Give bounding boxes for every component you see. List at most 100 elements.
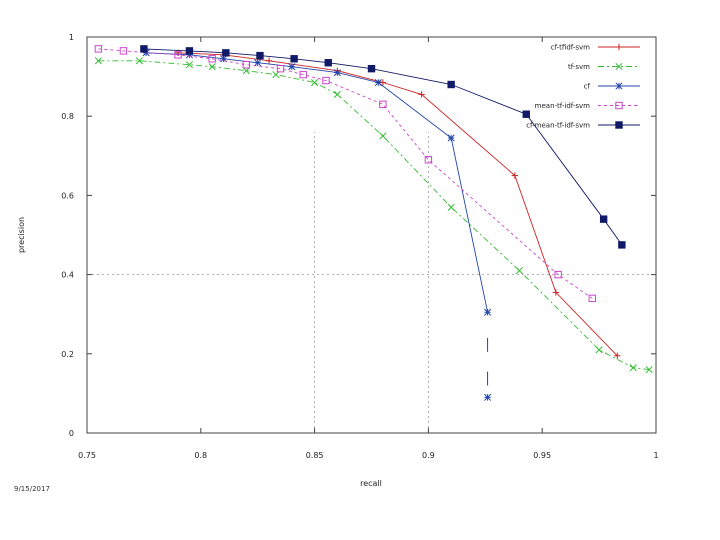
x-tick-label: 0.75 <box>78 451 96 460</box>
data-point <box>222 49 230 57</box>
data-point <box>424 156 433 164</box>
legend-entry: cf <box>584 82 640 91</box>
legend-label: cf-tfidf-svm <box>551 44 590 52</box>
series-cf-mean-tf-idf-svm <box>140 45 626 249</box>
data-point <box>379 100 387 109</box>
series-line <box>98 48 593 299</box>
y-tick-label: 0.4 <box>61 271 74 280</box>
marker-square-filled <box>615 121 623 129</box>
data-point <box>135 57 143 65</box>
data-point <box>174 51 182 59</box>
data-point <box>484 393 492 401</box>
data-point <box>242 67 250 75</box>
data-point <box>615 82 623 90</box>
data-point <box>615 62 623 71</box>
y-axis-label: precision <box>17 217 26 253</box>
marker-cross-b <box>208 63 216 71</box>
legend-entry: cf-tfidf-svm <box>551 44 640 52</box>
marker-square-open <box>242 61 251 69</box>
marker-square-open <box>379 100 387 109</box>
marker-square-open <box>299 70 307 79</box>
marker-cross-b <box>333 90 341 98</box>
marker-square-open <box>119 47 128 55</box>
marker-star-b <box>142 49 150 57</box>
data-point <box>256 51 264 60</box>
data-point <box>94 45 103 53</box>
marker-square-open <box>424 156 433 164</box>
legend-label: tf-svm <box>568 63 590 71</box>
data-point <box>629 364 637 372</box>
marker-cross-b <box>595 346 603 354</box>
marker-star-b <box>333 69 341 77</box>
marker-square-open <box>94 45 103 53</box>
data-point <box>374 78 382 87</box>
marker-cross-b <box>135 57 143 65</box>
data-point <box>272 71 280 79</box>
marker-star-b <box>615 82 623 90</box>
footer-date: 9/15/2017 <box>14 485 50 493</box>
data-point <box>254 59 262 67</box>
marker-square-open <box>322 76 330 85</box>
series-cf <box>142 49 492 316</box>
data-point <box>333 69 341 77</box>
data-point <box>599 215 608 223</box>
legend-label: cf <box>584 83 591 91</box>
marker-cross-b <box>645 366 653 374</box>
marker-square-filled <box>599 215 608 223</box>
marker-star-b <box>220 55 228 63</box>
y-tick-label: 0.8 <box>61 112 74 121</box>
data-point <box>618 241 626 249</box>
extra-points <box>484 337 492 401</box>
marker-cross-b <box>515 267 523 275</box>
marker-square-open <box>208 55 216 63</box>
marker-cross-b <box>615 62 623 71</box>
marker-square-filled <box>256 51 264 60</box>
marker-square-filled <box>367 64 376 73</box>
marker-square-filled <box>222 49 230 57</box>
marker-square-open <box>276 64 285 73</box>
data-point <box>185 47 194 55</box>
plot-area <box>86 36 657 434</box>
series-layer <box>94 45 653 374</box>
data-point <box>645 366 653 374</box>
x-tick-label: 0.9 <box>422 451 435 460</box>
marker-cross-b <box>311 78 319 87</box>
marker-square-filled <box>290 55 298 63</box>
marker-cross-b <box>272 71 280 79</box>
data-point <box>208 63 216 71</box>
marker-square-filled <box>185 47 194 55</box>
data-point <box>367 64 376 73</box>
marker-square-open <box>174 51 182 59</box>
marker-cross-b <box>379 132 387 140</box>
data-point <box>208 55 216 63</box>
data-point <box>322 76 330 85</box>
marker-cross-b <box>447 203 455 211</box>
legend-entry: tf-svm <box>568 62 640 71</box>
x-axis: 0.75 0.8 0.85 0.9 0.95 1 <box>78 37 659 460</box>
data-point <box>615 101 623 110</box>
data-point <box>447 203 455 211</box>
series-mean-tf-idf-svm <box>94 45 596 303</box>
data-point <box>588 294 596 303</box>
marker-star-b <box>254 59 262 67</box>
x-axis-label: recall <box>360 479 382 488</box>
legend-label: cf-mean-tf-idf-svm <box>526 122 590 130</box>
x-tick-label: 0.85 <box>306 451 324 460</box>
data-point <box>484 308 492 316</box>
data-point <box>515 267 523 275</box>
data-point <box>288 63 296 71</box>
series-tf-svm <box>94 57 653 374</box>
data-point <box>276 64 285 73</box>
legend-label: mean-tf-idf-svm <box>535 102 591 110</box>
marker-cross-b <box>94 57 102 65</box>
data-point <box>379 132 387 140</box>
marker-star-b <box>447 134 455 142</box>
data-point <box>119 47 128 55</box>
data-point <box>554 270 562 279</box>
data-point <box>418 91 425 98</box>
data-point <box>242 61 251 69</box>
x-tick-label: 0.8 <box>194 451 207 460</box>
reference-lines <box>87 132 656 433</box>
legend-entry: mean-tf-idf-svm <box>535 101 640 110</box>
